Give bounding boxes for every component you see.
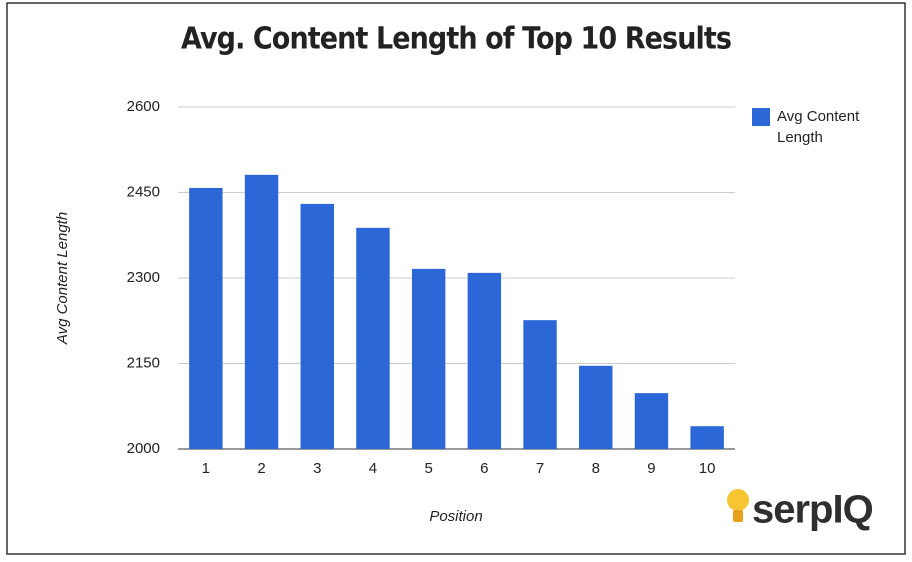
bar (356, 227, 390, 449)
x-tick-label: 8 (592, 460, 600, 477)
logo-text: serpIQ (752, 488, 873, 532)
x-axis-title: Position (429, 508, 482, 525)
bar (189, 187, 223, 449)
y-axis-title: Avg Content Length (54, 212, 71, 345)
bar (411, 268, 446, 449)
bar (690, 426, 724, 449)
x-tick-label: 3 (313, 460, 321, 477)
bar (467, 272, 502, 449)
chart-title: Avg. Content Length of Top 10 Results (181, 21, 731, 56)
x-tick-label: 7 (536, 460, 544, 477)
bar (579, 365, 613, 449)
x-tick-label: 6 (480, 460, 488, 477)
y-tick-label: 2000 (127, 440, 160, 457)
legend-swatch (752, 108, 770, 126)
x-tick-label: 10 (699, 460, 716, 477)
bar (300, 203, 334, 449)
y-tick-label: 2450 (127, 183, 160, 200)
x-tick-label: 1 (202, 460, 210, 477)
x-tick-label: 9 (647, 460, 655, 477)
logo-icon (727, 489, 749, 522)
y-tick-label: 2150 (127, 354, 160, 371)
bar (523, 320, 557, 449)
legend-label: Avg Content Length (777, 108, 860, 146)
x-tick-label: 2 (257, 460, 265, 477)
y-tick-label: 2600 (127, 98, 160, 115)
bar (634, 393, 669, 449)
x-tick-label: 5 (424, 460, 432, 477)
bar (244, 174, 279, 449)
y-tick-label: 2300 (127, 269, 160, 286)
x-tick-label: 4 (369, 460, 377, 477)
